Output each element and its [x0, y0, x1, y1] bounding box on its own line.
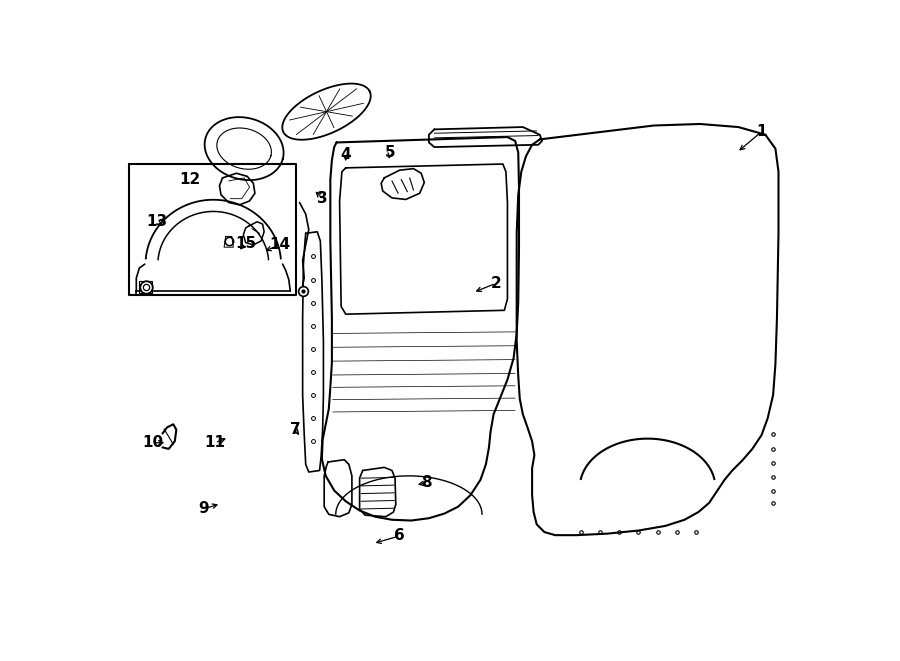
Text: 4: 4: [340, 147, 351, 163]
Text: 15: 15: [235, 236, 256, 251]
Text: 14: 14: [270, 237, 291, 253]
Text: 9: 9: [198, 502, 209, 516]
Text: 6: 6: [394, 528, 405, 543]
Text: 13: 13: [147, 214, 167, 229]
Text: 10: 10: [143, 435, 164, 450]
Text: 1: 1: [756, 124, 767, 139]
Text: 2: 2: [491, 276, 501, 291]
Text: 11: 11: [204, 435, 225, 450]
Text: 7: 7: [290, 422, 301, 437]
Text: 12: 12: [180, 172, 201, 187]
Text: 8: 8: [421, 475, 432, 490]
Text: 3: 3: [318, 191, 328, 206]
Text: 5: 5: [385, 145, 396, 160]
